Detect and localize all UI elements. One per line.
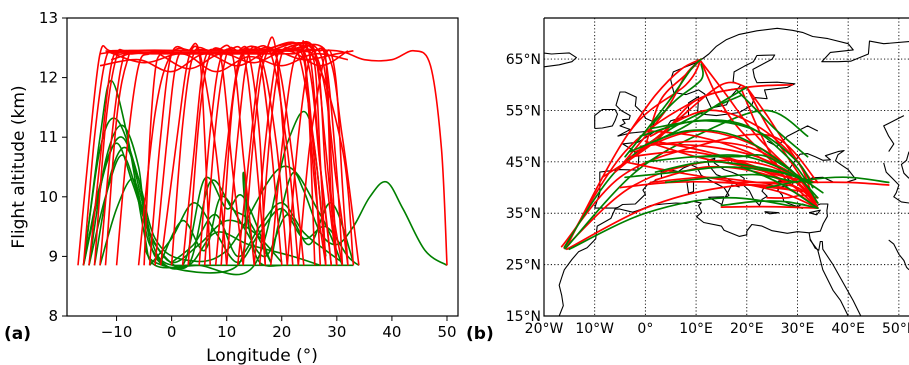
green-route-45 (664, 173, 799, 184)
coastline-10 (764, 211, 780, 215)
coastline-14 (883, 115, 905, 152)
green-route-46 (735, 89, 809, 158)
x-tick-label: 10 (217, 323, 236, 341)
green-route-7 (568, 196, 804, 251)
red-altitude-line-29 (253, 48, 327, 266)
red-altitude-line-42 (110, 49, 349, 70)
latitude-tick-label: 65°N (506, 52, 541, 68)
red-altitude-line-35 (159, 45, 211, 266)
coastline-13 (900, 151, 909, 179)
coastline-group (544, 27, 909, 316)
red-altitude-line-27 (236, 47, 322, 266)
graticule-group (544, 18, 909, 316)
map-longitude-ticks: 20°W 10°W 0° 10°E 20°E 30°E 40°E 50°E (525, 321, 909, 337)
red-route-26 (700, 60, 819, 204)
red-route-33 (766, 194, 819, 199)
green-route-35 (649, 119, 814, 189)
x-tick-label: 40 (382, 323, 401, 341)
map-latitude-ticks: 15°N 25°N 35°N 45°N 55°N 65°N (506, 52, 541, 325)
green-altitude-line-5 (93, 110, 327, 276)
longitude-tick-label: 20°W (525, 321, 564, 337)
latitude-tick-label: 35°N (506, 206, 541, 222)
y-tick-label: 11 (39, 128, 58, 146)
y-tick-label: 10 (39, 188, 58, 206)
longitude-tick-label: 50°E (882, 321, 909, 337)
y-tick-label: 12 (39, 69, 58, 87)
coastline-12 (883, 162, 909, 204)
green-route-6 (564, 109, 809, 250)
altitude-y-ticks: 8 9 10 11 12 13 (39, 9, 67, 325)
green-route-47 (740, 166, 819, 209)
green-route-41 (654, 86, 748, 143)
altitude-x-ticks: −10 0 10 20 30 40 50 (101, 316, 457, 341)
coastline-3 (809, 238, 862, 316)
panel-label-b: (b) (466, 324, 494, 344)
red-altitude-line-13 (82, 41, 349, 266)
panel-label-a: (a) (4, 324, 31, 344)
y-axis-label: Flight altitude (km) (9, 85, 29, 248)
longitude-tick-label: 10°E (679, 321, 713, 337)
flight-routes-group (560, 58, 890, 251)
altitude-plot-frame (66, 17, 459, 317)
longitude-tick-label: 40°E (831, 321, 865, 337)
red-route-9 (614, 81, 748, 173)
longitude-tick-label: 0° (637, 321, 653, 337)
y-tick-label: 8 (48, 307, 58, 325)
x-axis-label: Longitude (°) (206, 346, 318, 365)
altitude-series-group (77, 36, 448, 276)
longitude-tick-label: 30°E (781, 321, 815, 337)
coastline-11 (808, 209, 821, 216)
latitude-tick-label: 45°N (506, 155, 541, 171)
longitude-tick-label: 20°E (730, 321, 764, 337)
latitude-tick-label: 15°N (506, 309, 541, 325)
green-route-40 (690, 153, 809, 184)
latitude-tick-label: 25°N (506, 258, 541, 274)
coastline-2 (808, 232, 849, 316)
latitude-tick-label: 55°N (506, 103, 541, 119)
y-tick-label: 13 (39, 9, 58, 27)
y-tick-label: 9 (48, 247, 58, 265)
green-route-42 (649, 63, 704, 127)
x-tick-label: 20 (272, 323, 291, 341)
coastline-8 (686, 180, 695, 194)
coastline-9 (708, 196, 725, 206)
route-map: 20°W 10°W 0° 10°E 20°E 30°E 40°E 50°E 15°N 25°N 3… (466, 17, 909, 344)
x-tick-label: 30 (327, 323, 346, 341)
x-tick-label: 50 (437, 323, 456, 341)
red-route-32 (720, 205, 819, 209)
red-route-4 (565, 58, 703, 247)
coastline-7 (544, 52, 577, 68)
red-altitude-line-38 (258, 46, 316, 266)
red-altitude-line-41 (105, 50, 349, 73)
red-route-29 (700, 60, 799, 184)
green-altitude-line-2 (88, 124, 272, 270)
green-route-44 (766, 176, 890, 189)
longitude-tick-label: 10°W (575, 321, 614, 337)
coastline-4 (888, 239, 909, 271)
coastline-5 (594, 108, 619, 130)
x-tick-label: 0 (167, 323, 177, 341)
red-altitude-line-32 (270, 47, 344, 266)
red-route-12 (629, 58, 703, 132)
x-tick-label: −10 (101, 323, 133, 341)
coastline-0 (594, 27, 909, 209)
map-frame (543, 17, 909, 317)
red-route-2 (565, 184, 819, 251)
green-route-43 (720, 200, 819, 209)
